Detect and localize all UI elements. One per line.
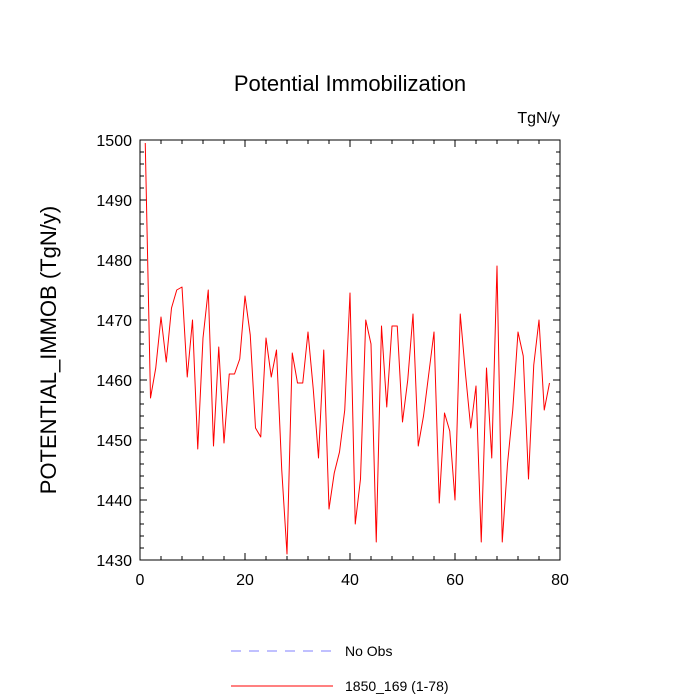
- x-tick-label: 80: [551, 572, 569, 589]
- y-tick-label: 1490: [96, 193, 132, 210]
- y-tick-label: 1440: [96, 493, 132, 510]
- x-tick-label: 40: [341, 572, 359, 589]
- plot-frame: [139, 139, 561, 561]
- y-tick-label: 1480: [96, 253, 132, 270]
- axis-tick-labels: 0 20 40 60 80 1430 1440 1450 1460 1470 1480 1490 150…: [96, 133, 569, 589]
- y-tick-label: 1470: [96, 313, 132, 330]
- legend-label: No Obs: [345, 643, 392, 659]
- y-tick-label: 1460: [96, 373, 132, 390]
- chart-title: Potential Immobilization: [234, 71, 466, 96]
- series-layer: [144, 142, 550, 555]
- y-tick-label: 1500: [96, 133, 132, 150]
- x-tick-label: 20: [236, 572, 254, 589]
- x-tick-label: 0: [136, 572, 145, 589]
- legend: No Obs 1850_169 (1-78): [231, 643, 449, 694]
- y-axis-label: POTENTIAL_IMMOB (TgN/y): [36, 206, 61, 494]
- units-label: TgN/y: [517, 110, 560, 127]
- axis-ticks: [139, 139, 561, 561]
- y-tick-label: 1430: [96, 553, 132, 570]
- legend-label: 1850_169 (1-78): [345, 678, 449, 694]
- x-tick-label: 60: [446, 572, 464, 589]
- series-line: [144, 142, 550, 555]
- y-tick-label: 1450: [96, 433, 132, 450]
